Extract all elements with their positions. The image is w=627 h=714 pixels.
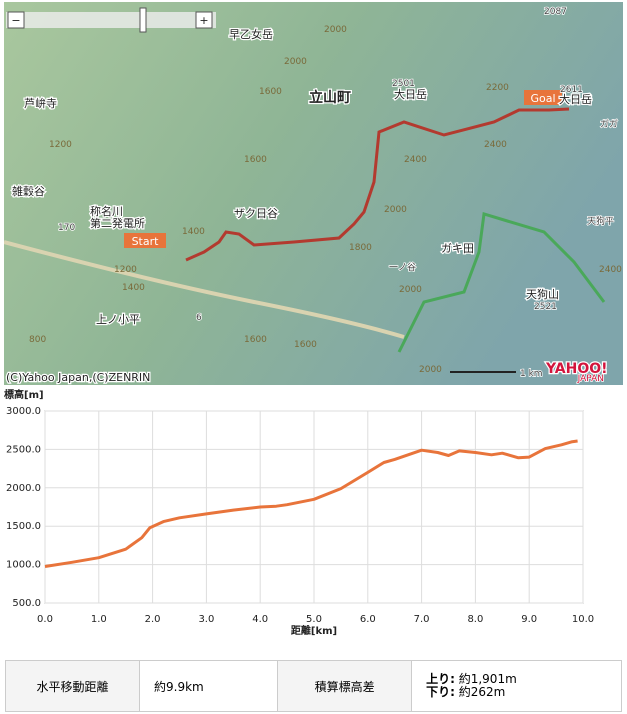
- contour-label: 2200: [486, 83, 509, 93]
- peak-elevation: 2501: [392, 79, 415, 89]
- y-tick-label: 3000.0: [6, 406, 41, 417]
- start-label: Start: [132, 235, 160, 248]
- contour-label: 1400: [182, 227, 205, 237]
- summary-table: 水平移動距離 約9.9km 積算標高差 上り: 約1,901m 下り: 約262…: [5, 660, 622, 712]
- peak-elevation: 2521: [534, 302, 557, 312]
- zoom-out-button[interactable]: [7, 11, 25, 29]
- contour-label: 1200: [49, 140, 72, 150]
- contour-label: 2000: [399, 285, 422, 295]
- y-tick-label: 2500.0: [6, 444, 41, 455]
- zoom-in[interactable]: +: [198, 13, 210, 29]
- contour-label: 1600: [244, 335, 267, 345]
- logo-sub: JAPAN: [577, 374, 604, 384]
- place-label: ガキ田: [441, 242, 474, 255]
- contour-label: 2000: [284, 57, 307, 67]
- zoom-bar[interactable]: [6, 12, 216, 28]
- contour-label: 1800: [349, 243, 372, 253]
- zoom-in-button[interactable]: [195, 11, 213, 29]
- zoom-handle[interactable]: [139, 7, 147, 33]
- zoom-out[interactable]: −: [10, 13, 22, 29]
- x-tick-label: 0.0: [37, 614, 53, 625]
- peak-elevation: 2087: [544, 7, 567, 17]
- place-label: 上ノ小平: [96, 313, 140, 326]
- place-label: 称名川: [90, 204, 123, 218]
- place-label: 一ノ谷: [389, 262, 416, 273]
- contour-label: 1600: [259, 87, 282, 97]
- contour-label: 1600: [244, 155, 267, 165]
- summary-row: 水平移動距離 約9.9km 積算標高差 上り: 約1,901m 下り: 約262…: [5, 660, 622, 712]
- x-tick-label: 3.0: [198, 614, 214, 625]
- goal-marker: [524, 90, 562, 105]
- cell: 水平移動距離: [5, 660, 140, 712]
- road: [4, 240, 405, 339]
- place-label: ガガ: [600, 119, 618, 130]
- place-label: 雑穀谷: [12, 184, 45, 198]
- ascent: 約1,901m: [458, 672, 517, 686]
- cell: 上り: 約1,901m 下り: 約262m: [411, 660, 622, 712]
- contour-label: 1600: [294, 340, 317, 350]
- elevation-line: [44, 439, 578, 568]
- start-marker: [124, 233, 166, 248]
- place-label: 天狗山: [526, 288, 559, 301]
- contour-label: 2000: [324, 25, 347, 35]
- place-label: 第二発電所: [90, 216, 145, 230]
- cell: 約9.9km: [138, 660, 279, 712]
- map-terrain: [4, 2, 623, 385]
- x-tick-label: 6.0: [360, 614, 376, 625]
- trail: [397, 212, 606, 353]
- contour-label: 1200: [114, 265, 137, 275]
- descent: 約262m: [458, 685, 506, 699]
- contour-label: 2400: [599, 265, 622, 275]
- elevation-chart: 標高[m] 距離[km] 500.0 1000.0 1500.0 2000.0 2500…: [4, 388, 594, 637]
- place-label: 大日岳: [394, 87, 427, 101]
- copyright: (C)Yahoo Japan,(C)ZENRIN: [6, 371, 150, 384]
- x-tick-label: 8.0: [467, 614, 483, 625]
- y-tick-label: 500.0: [12, 598, 41, 609]
- place-label: ザク日谷: [234, 207, 278, 220]
- contour-label: 2000: [419, 365, 442, 375]
- logo: YAHOO!: [545, 361, 608, 377]
- peak-elevation: 2611: [560, 85, 583, 95]
- x-tick-label: 10.0: [572, 614, 594, 625]
- x-tick-label: 9.0: [521, 614, 537, 625]
- y-axis-label: 標高[m]: [4, 388, 44, 401]
- descent-label: 下り:: [426, 685, 455, 699]
- x-tick-label: 5.0: [306, 614, 322, 625]
- route: [185, 107, 570, 262]
- place-label: 早乙女岳: [229, 27, 273, 41]
- place-label: 天狗平: [587, 215, 614, 227]
- cell: 積算標高差: [277, 660, 413, 712]
- goal-label: Goal: [530, 92, 555, 105]
- contour-label: 1400: [122, 283, 145, 293]
- x-tick-label: 2.0: [145, 614, 161, 625]
- scale-label: 1 km: [520, 369, 543, 379]
- map[interactable]: − + Start Goal 1 km (C)Yahoo Japan,(C)ZE…: [4, 2, 623, 385]
- y-tick-label: 1000.0: [6, 560, 41, 571]
- place-label: 芦峅寺: [24, 97, 57, 110]
- x-tick-label: 7.0: [414, 614, 430, 625]
- contour-label: 2400: [484, 140, 507, 150]
- x-axis-label: 距離[km]: [291, 624, 337, 637]
- place-label: 立山町: [309, 89, 351, 106]
- x-tick-label: 1.0: [91, 614, 107, 625]
- y-tick-label: 2000.0: [6, 483, 41, 494]
- road-number: 170: [58, 223, 75, 233]
- x-tick-label: 4.0: [252, 614, 268, 625]
- y-tick-label: 1500.0: [6, 521, 41, 532]
- place-label: 大日岳: [559, 92, 592, 106]
- contour-label: 800: [29, 335, 46, 345]
- contour-label: 2000: [384, 205, 407, 215]
- ascent-label: 上り:: [426, 672, 455, 686]
- contour-label: 2400: [404, 155, 427, 165]
- road-number: 6: [196, 313, 202, 323]
